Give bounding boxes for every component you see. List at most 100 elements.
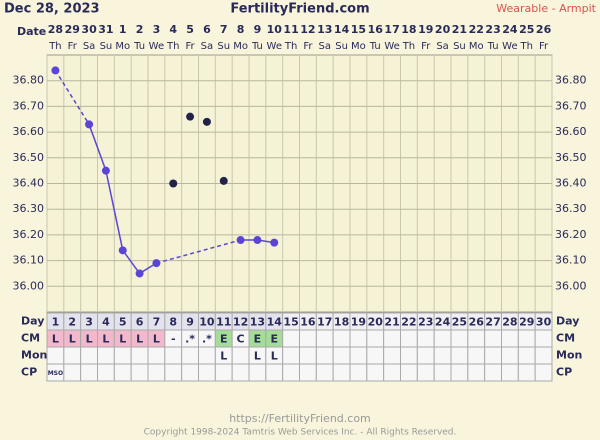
cp-row-label-right: CP <box>556 366 572 379</box>
date-label: 9 <box>254 23 262 36</box>
mon-cell <box>46 346 65 365</box>
cp-cell <box>80 363 98 382</box>
weekday-label: Sa <box>436 41 448 52</box>
cm-cell <box>484 329 502 348</box>
date-label: 6 <box>203 23 211 36</box>
date-label: 23 <box>485 23 500 36</box>
mon-value: L <box>271 350 278 363</box>
y-tick-label: 36.20 <box>13 228 45 241</box>
weekday-label: Sa <box>319 41 331 52</box>
day-value: 3 <box>85 316 93 329</box>
day-value: 22 <box>401 316 416 329</box>
temp-point <box>101 166 110 175</box>
cp-cell <box>248 363 267 382</box>
cp-cell <box>113 363 132 382</box>
weekday-label: Tu <box>487 41 499 52</box>
date-label: 26 <box>536 23 552 36</box>
day-value: 7 <box>153 316 161 329</box>
cp-cell <box>450 363 469 382</box>
mon-row-label-right: Mon <box>556 349 582 362</box>
day-value: 17 <box>317 316 332 329</box>
mon-cell <box>349 346 368 365</box>
temp-point <box>236 236 245 245</box>
cp-cell <box>332 363 351 382</box>
date-label: 30 <box>81 23 97 36</box>
date-label: 8 <box>237 23 245 36</box>
chart-date: Dec 28, 2023 <box>4 2 100 17</box>
mon-cell <box>80 346 98 365</box>
cm-value: .* <box>185 333 195 346</box>
mon-cell <box>517 346 536 365</box>
mon-cell <box>433 346 452 365</box>
temp-point <box>253 236 262 245</box>
cp-cell <box>517 363 536 382</box>
mon-cell <box>231 346 250 365</box>
weekday-label: Th <box>284 41 297 52</box>
mon-cell <box>383 346 401 365</box>
cp-cell <box>130 363 149 382</box>
mon-cell <box>501 346 519 365</box>
mon-value: L <box>220 350 227 363</box>
cm-cell <box>467 329 486 348</box>
y-tick-label-right: 36.10 <box>555 254 587 267</box>
day-value: 13 <box>250 316 265 329</box>
mon-cell <box>534 346 553 365</box>
mon-row-label: Mon <box>21 349 47 362</box>
y-tick-label-right: 36.00 <box>555 279 587 292</box>
cm-cell <box>450 329 469 348</box>
cp-cell <box>198 363 216 382</box>
cm-value: L <box>52 333 59 346</box>
mon-cell <box>299 346 317 365</box>
cp-row-label: CP <box>21 366 37 379</box>
mon-cell <box>467 346 486 365</box>
day-value: 1 <box>52 316 60 329</box>
temp-line <box>54 70 90 125</box>
temp-point <box>152 259 161 268</box>
cm-value: L <box>119 333 126 346</box>
cm-cell <box>383 329 401 348</box>
cm-cell <box>282 329 300 348</box>
date-label: 2 <box>136 23 144 36</box>
date-label: 13 <box>317 23 332 36</box>
cm-value: E <box>270 333 278 346</box>
day-value: 2 <box>68 316 76 329</box>
footer-copyright: Copyright 1998-2024 Tamtris Web Services… <box>144 428 457 438</box>
discarded-temp-point <box>169 179 178 188</box>
cm-cell <box>332 329 351 348</box>
temp-line <box>122 249 141 274</box>
day-value: 30 <box>536 316 552 329</box>
cm-cell <box>501 329 519 348</box>
mon-cell <box>332 346 351 365</box>
cm-cell <box>349 329 368 348</box>
cm-value: L <box>136 333 143 346</box>
cp-value: MSO <box>48 370 63 377</box>
cm-value: - <box>171 333 176 346</box>
day-value: 8 <box>169 316 177 329</box>
discarded-temp-point <box>202 117 211 126</box>
cm-value: E <box>254 333 262 346</box>
y-tick-label: 36.00 <box>13 279 45 292</box>
y-tick-label-right: 36.20 <box>555 228 587 241</box>
date-label: 10 <box>267 23 283 36</box>
cm-cell <box>366 329 385 348</box>
y-tick-label-right: 36.50 <box>555 151 587 164</box>
y-tick-label: 36.70 <box>13 99 45 112</box>
y-tick-label-right: 36.70 <box>555 99 587 112</box>
weekday-label: Sa <box>201 41 213 52</box>
mon-cell <box>164 346 183 365</box>
weekday-label: Fr <box>539 41 549 52</box>
y-tick-label: 36.10 <box>13 254 45 267</box>
date-label: 24 <box>502 23 518 36</box>
mon-cell <box>450 346 469 365</box>
cp-cell <box>164 363 183 382</box>
weekday-label: Th <box>166 41 179 52</box>
day-row-label: Day <box>21 315 44 328</box>
weekday-label: Tu <box>251 41 263 52</box>
cp-cell <box>501 363 519 382</box>
mon-cell <box>113 346 132 365</box>
day-value: 19 <box>351 316 366 329</box>
cm-cell <box>416 329 435 348</box>
discarded-temp-point <box>219 176 228 185</box>
date-label: 7 <box>220 23 228 36</box>
cm-value: .* <box>202 333 212 346</box>
